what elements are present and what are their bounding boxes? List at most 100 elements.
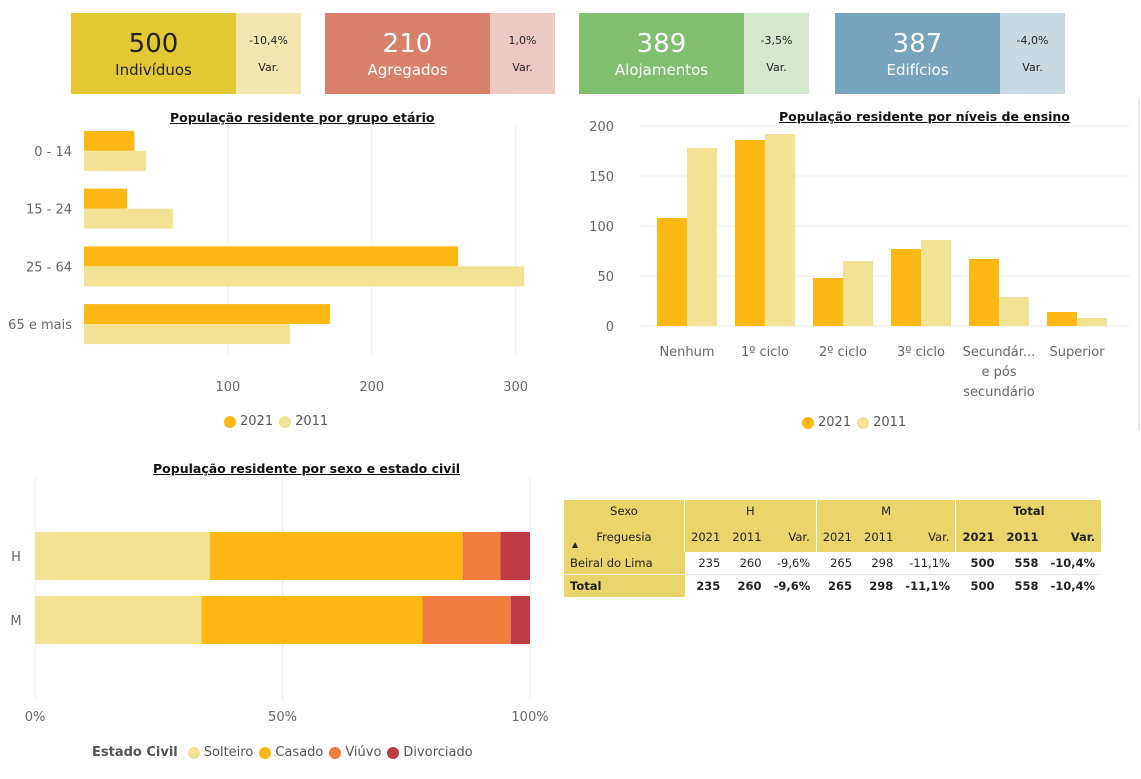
kpi-main: 210 Agregados: [325, 13, 490, 94]
kpi-variation: -3,5% Var.: [744, 13, 809, 94]
bar-2011: [1077, 318, 1107, 326]
sort-ascending-icon[interactable]: ▲: [572, 540, 579, 549]
legend-item-2021[interactable]: 2021: [802, 415, 851, 430]
table-cell: 265: [816, 574, 859, 597]
education-chart-legend: 2021 2011: [802, 415, 912, 430]
kpi-main: 387 Edifícios: [835, 13, 1000, 94]
kpi-variation: -4,0% Var.: [1000, 13, 1065, 94]
legend-dot-2021: [224, 415, 236, 428]
legend-item-solteiro[interactable]: Solteiro: [187, 745, 253, 760]
x-tick-label: Superior: [1050, 345, 1106, 360]
y-tick-label: 200: [589, 120, 614, 135]
table-cell: -9,6%: [767, 552, 817, 575]
bar-2021: [969, 259, 999, 326]
sub-header[interactable]: 2021: [684, 522, 727, 552]
bar-segment-casado: [209, 532, 463, 580]
bar-segment-divorciado: [510, 596, 530, 644]
sub-header[interactable]: 2011: [858, 522, 900, 552]
kpi-variation: 1,0% Var.: [490, 13, 555, 94]
kpi-label: Indivíduos: [115, 60, 192, 79]
row-label: Beiral do Lima: [564, 552, 685, 575]
table-cell: 298: [858, 552, 900, 575]
bar-2011: [843, 261, 873, 326]
col-header-sexo[interactable]: Sexo: [564, 500, 685, 522]
bar-2011: [84, 324, 290, 345]
bar-segment-divorciado: [500, 532, 530, 580]
y-tick-label: 50: [597, 270, 614, 285]
bar-2021: [1047, 312, 1077, 326]
x-tick-label: 0%: [25, 710, 46, 725]
y-tick-label: H: [11, 550, 21, 565]
table-cell: -11,1%: [899, 574, 956, 597]
col-header-m[interactable]: M: [816, 500, 957, 522]
sub-header[interactable]: Var.: [1044, 522, 1102, 552]
legend-item-2011[interactable]: 2011: [857, 415, 906, 430]
table-cell: -10,4%: [1044, 552, 1102, 575]
bar-2011: [999, 297, 1029, 326]
sub-header[interactable]: 2011: [726, 522, 768, 552]
x-tick-label: Secundár...: [963, 345, 1036, 360]
legend-item-2021[interactable]: 2021: [224, 414, 273, 429]
bar-2011: [765, 134, 795, 326]
y-tick-label: 65 e mais: [8, 318, 72, 333]
table-cell: 235: [684, 552, 727, 575]
x-tick-label: 2º ciclo: [819, 345, 867, 360]
chart-title-education: População residente por níveis de ensino: [779, 109, 1070, 124]
y-tick-label: 100: [589, 220, 614, 235]
y-tick-label: 0: [606, 320, 614, 335]
kpi-variation: -10,4% Var.: [236, 13, 301, 94]
kpi-value: 389: [636, 28, 687, 59]
col-header-h[interactable]: H: [684, 500, 817, 522]
age-chart-legend: 2021 2011: [224, 414, 334, 429]
bar-2021: [657, 218, 687, 326]
table-cell: 260: [726, 574, 768, 597]
x-tick-label: secundário: [963, 385, 1035, 400]
x-tick-label: 300: [503, 380, 528, 395]
legend-dot-solteiro: [187, 746, 200, 759]
y-tick-label: 150: [589, 170, 614, 185]
bar-2021: [84, 246, 459, 267]
bar-2021: [84, 304, 331, 325]
col-header-total[interactable]: Total: [955, 500, 1102, 522]
bar-segment-solteiro: [35, 532, 210, 580]
bar-2021: [813, 278, 843, 326]
kpi-main: 389 Alojamentos: [579, 13, 744, 94]
kpi-variation-value: -3,5%: [760, 33, 793, 47]
legend-item-viuvo[interactable]: Viúvo: [329, 745, 381, 760]
age-group-chart: 100 200 300 0 - 14 15 - 24 25 - 64 65 e mais: [8, 124, 528, 395]
kpi-label: Edifícios: [886, 60, 949, 79]
kpi-variation-label: Var.: [512, 60, 533, 74]
sub-header[interactable]: Var.: [899, 522, 957, 552]
bar-2011: [921, 240, 951, 326]
kpi-main: 500 Indivíduos: [71, 13, 236, 94]
table-cell: 558: [1000, 552, 1045, 575]
legend-dot-2021: [802, 416, 814, 429]
x-tick-label: 200: [359, 380, 384, 395]
bar-segment-casado: [201, 596, 423, 644]
kpi-card: 210 Agregados 1,0% Var.: [325, 13, 555, 94]
x-tick-label: 3º ciclo: [897, 345, 945, 360]
sub-header[interactable]: 2011: [1000, 522, 1045, 552]
table-cell: 298: [858, 574, 900, 597]
table-cell: 558: [1000, 574, 1045, 597]
sub-header[interactable]: 2021: [955, 522, 1001, 552]
legend-dot-2011: [279, 415, 292, 428]
kpi-variation-label: Var.: [766, 60, 787, 74]
legend-item-divorciado[interactable]: Divorciado: [387, 745, 473, 760]
kpi-value: 387: [892, 28, 943, 59]
table-cell: 260: [726, 552, 768, 575]
sub-header[interactable]: 2021: [816, 522, 859, 552]
x-tick-label: 1º ciclo: [741, 345, 789, 360]
kpi-value: 500: [128, 28, 179, 59]
row-header-label: Freguesia: [596, 530, 652, 544]
chart-title-age: População residente por grupo etário: [170, 110, 435, 125]
row-header-freguesia[interactable]: Freguesia ▲: [564, 522, 685, 552]
kpi-variation-value: 1,0%: [508, 33, 537, 47]
legend-dot-casado: [259, 746, 272, 759]
legend-item-casado[interactable]: Casado: [259, 745, 323, 760]
legend-title: Estado Civil: [92, 745, 178, 760]
kpi-variation-value: -10,4%: [249, 33, 288, 47]
sub-header[interactable]: Var.: [767, 522, 817, 552]
bar-2011: [687, 148, 717, 326]
legend-item-2011[interactable]: 2011: [279, 414, 328, 429]
